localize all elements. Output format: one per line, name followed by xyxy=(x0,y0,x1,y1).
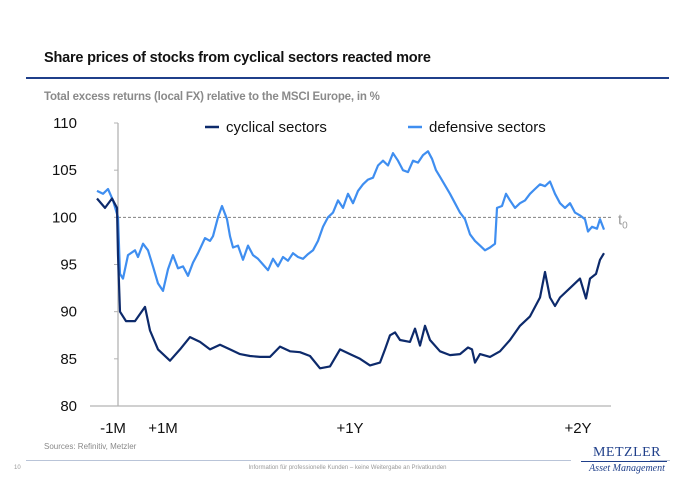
x-tick-label: -1M xyxy=(100,420,126,437)
y-tick-label: 80 xyxy=(60,398,77,415)
legend-label: defensive sectors xyxy=(429,119,546,136)
chart-legend: cyclical sectors defensive sectors xyxy=(205,119,546,136)
footer-divider-right xyxy=(650,460,670,461)
chart-subtitle: Total excess returns (local FX) relative… xyxy=(44,91,380,103)
chart-axes xyxy=(90,122,611,407)
series-group xyxy=(96,150,606,370)
logo-main-text: METZLER xyxy=(592,445,662,460)
footer-divider xyxy=(26,460,571,461)
title-divider xyxy=(26,77,669,79)
x-tick-label: +1Y xyxy=(336,420,363,437)
metzler-logo: METZLER Asset Management xyxy=(577,446,677,474)
page-number: 10 xyxy=(14,465,21,471)
slide-title: Share prices of stocks from cyclical sec… xyxy=(44,50,431,66)
series-line-cyclical-sectors xyxy=(96,197,605,370)
t0-label: t0 xyxy=(618,211,628,231)
logo-underline xyxy=(581,461,667,462)
x-tick-label: +2Y xyxy=(564,420,591,437)
y-tick-label: 90 xyxy=(60,304,77,321)
y-tick-label: 110 xyxy=(53,115,77,132)
x-tick-label: +1M xyxy=(148,420,178,437)
reference-line-group: t0 xyxy=(118,211,628,231)
series-line-defensive-sectors xyxy=(96,150,606,292)
logo-sub-text: Asset Management xyxy=(589,463,665,474)
y-tick-label: 95 xyxy=(60,257,77,274)
y-tick-label: 105 xyxy=(52,162,77,179)
tick-labels: 80 85 90 95 100 105 110 -1M +1M +1Y +2Y xyxy=(52,115,592,437)
y-tick-label: 100 xyxy=(52,209,77,226)
y-tick-label: 85 xyxy=(60,351,77,368)
legend-label: cyclical sectors xyxy=(226,119,327,136)
sources-note: Sources: Refinitiv, Metzler xyxy=(44,442,137,451)
footer-disclaimer: Information für professionelle Kunden – … xyxy=(248,465,447,471)
